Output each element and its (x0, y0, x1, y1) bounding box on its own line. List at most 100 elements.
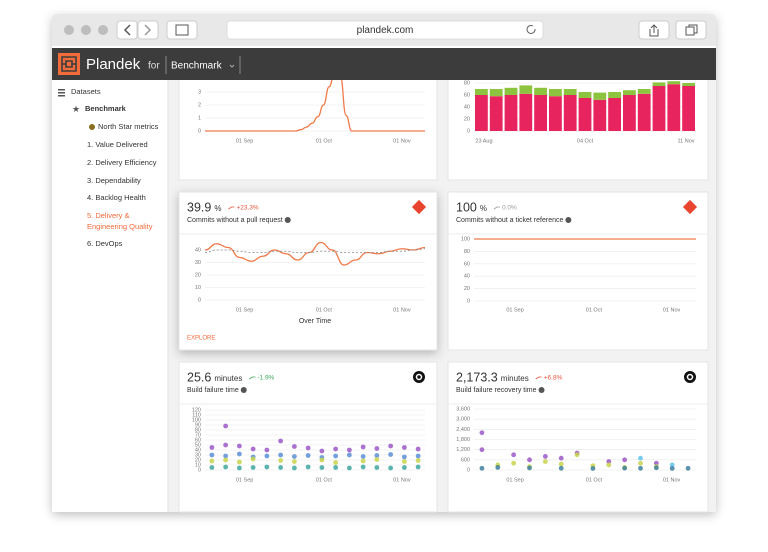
sidebar-button[interactable] (166, 20, 198, 40)
point (401, 465, 407, 470)
point (388, 443, 394, 449)
x-tick-label: 01 Sep (506, 477, 523, 483)
card (178, 191, 438, 351)
metric-subtitle: Build failure recovery time (456, 387, 537, 394)
zoom[interactable] (98, 25, 108, 35)
x-tick-label: 01 Sep (506, 307, 523, 313)
y-tick-label: 70 (195, 432, 201, 438)
url: plandek.com (357, 25, 414, 36)
help-icon[interactable] (538, 387, 545, 393)
point (606, 459, 612, 464)
x-tick-label: 23 Aug (475, 138, 492, 144)
source-icon (411, 199, 427, 215)
sidebar-benchmark[interactable]: Benchmark (85, 104, 127, 113)
y-tick-label: 100 (192, 417, 201, 423)
point (250, 465, 256, 470)
point (527, 465, 532, 471)
x-tick-label: 01 Nov (393, 307, 411, 313)
sidebar-item[interactable]: 3. Dependability (87, 176, 141, 185)
sidebar-item[interactable]: 2. Delivery Efficiency (87, 158, 157, 167)
bar-segment (578, 98, 592, 131)
x-tick-label: 01 Sep (236, 307, 253, 313)
bar-segment (682, 83, 695, 86)
explore-link[interactable]: EXPLORE (187, 336, 215, 342)
help-icon[interactable] (284, 217, 291, 223)
point (223, 453, 229, 459)
icon (89, 124, 95, 130)
tabs[interactable] (675, 20, 707, 40)
point (685, 465, 691, 471)
point (622, 457, 628, 463)
y-tick-label: 20 (464, 116, 470, 122)
point (574, 452, 580, 458)
point (401, 454, 407, 460)
metric-value: 25.6 (187, 370, 211, 384)
y-tick-label: 10 (195, 462, 201, 468)
y-tick-label: 3 (198, 89, 201, 95)
point (223, 464, 229, 470)
metric-change: 0.0% (502, 205, 517, 212)
y-tick-label: 3,600 (456, 406, 470, 412)
y-tick-label: 20 (195, 457, 201, 463)
sidebar-item[interactable]: 1. Value Delivered (87, 140, 148, 149)
bar-segment (489, 89, 503, 97)
point (209, 445, 215, 450)
bar-segment (652, 82, 666, 86)
url-bar[interactable] (226, 20, 544, 40)
help-icon[interactable] (565, 217, 572, 223)
source-icon (684, 371, 696, 383)
minimize[interactable] (81, 25, 91, 35)
point (346, 465, 352, 471)
point (264, 453, 270, 459)
sidebar-item[interactable]: Engineering Quality (87, 222, 153, 231)
sidebar-item[interactable]: North Star metrics (98, 122, 159, 131)
point (415, 464, 421, 470)
metric-value: 100 (456, 200, 477, 214)
point (333, 446, 339, 452)
back[interactable] (116, 20, 138, 40)
y-tick-label: 0 (467, 467, 470, 473)
close[interactable] (64, 25, 74, 35)
point (250, 456, 256, 462)
point (264, 447, 270, 453)
sidebar-item[interactable]: 4. Backlog Health (87, 193, 146, 202)
point (305, 453, 311, 458)
bar-segment (637, 93, 651, 131)
trend-arrow (535, 376, 542, 380)
bar-segment (504, 87, 518, 95)
app-header (52, 48, 716, 80)
metric-value: 2,173.3 (456, 370, 498, 384)
y-tick-label: 1,200 (456, 447, 470, 453)
point (511, 452, 517, 458)
y-tick-label: 90 (195, 422, 201, 428)
point (374, 457, 380, 462)
sidebar-item[interactable]: 5. Delivery & (87, 211, 130, 220)
workspace[interactable]: Benchmark (171, 61, 223, 72)
y-tick-label: 60 (195, 437, 201, 443)
point (305, 445, 311, 451)
sidebar (52, 80, 168, 512)
point (319, 465, 325, 470)
sidebar-item[interactable]: 6. DevOps (87, 239, 123, 248)
sidebar-datasets[interactable]: Datasets (71, 87, 101, 96)
forward[interactable] (137, 20, 159, 40)
y-tick-label: 30 (195, 260, 201, 266)
point (479, 447, 485, 453)
point (209, 452, 215, 458)
point (278, 465, 284, 470)
point (388, 452, 394, 457)
y-tick-label: 0 (467, 298, 470, 304)
point (479, 465, 485, 471)
icon (58, 95, 65, 97)
point (264, 464, 270, 470)
bar-segment (623, 95, 636, 131)
point (333, 460, 339, 465)
point (606, 462, 612, 468)
y-tick-label: 80 (464, 80, 470, 86)
y-tick-label: 1,800 (456, 437, 470, 443)
x-axis-label: Over Time (299, 318, 331, 325)
help-icon[interactable] (240, 387, 247, 393)
y-tick-label: 20 (464, 286, 470, 292)
point (209, 465, 215, 470)
x-tick-label: 01 Nov (393, 477, 411, 483)
